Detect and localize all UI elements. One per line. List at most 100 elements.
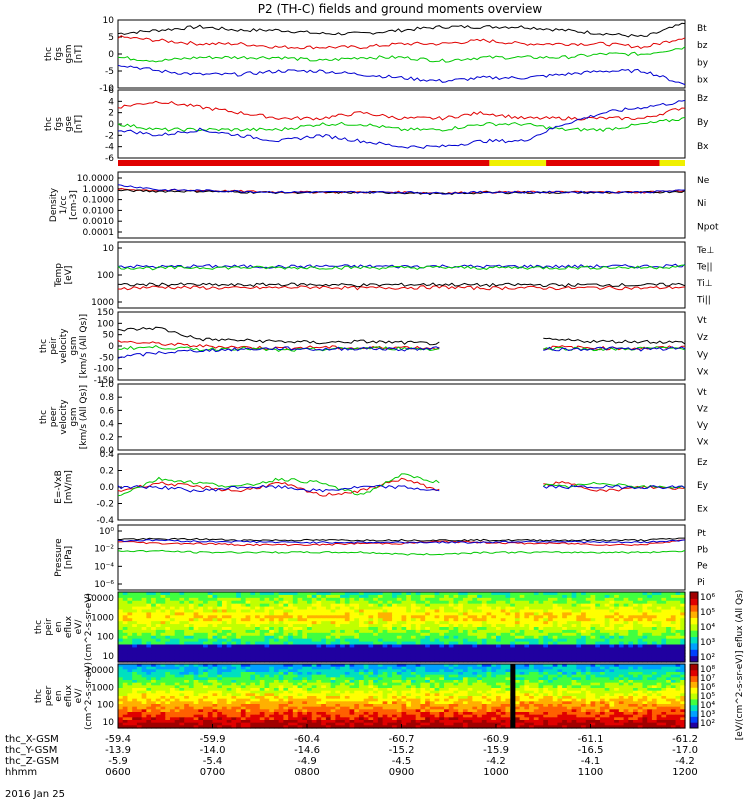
spectrogram-cell [425, 682, 431, 686]
spectrogram-cell [647, 592, 653, 596]
spectrogram-cell [680, 653, 686, 657]
spectrogram-cell [387, 688, 393, 692]
spectrogram-cell [557, 615, 563, 619]
spectrogram-cell [344, 632, 351, 637]
spectrogram-cell [533, 592, 540, 596]
spectrogram-cell [444, 690, 450, 694]
spectrogram-cell [302, 674, 308, 678]
spectrogram-cell [283, 659, 289, 663]
spectrogram-cell [231, 629, 237, 634]
spectrogram-cell [122, 638, 129, 643]
spectrogram-cell [477, 669, 483, 673]
spectrogram-cell [273, 680, 280, 684]
spectrogram-cell [169, 618, 176, 622]
spectrogram-cell [614, 627, 620, 631]
spectrogram-cell [406, 647, 412, 651]
spectrogram-cell [358, 685, 365, 689]
spectrogram-cell [543, 704, 549, 708]
spectrogram-cell [675, 666, 681, 670]
spectrogram-cell [250, 632, 256, 637]
spectrogram-cell [543, 696, 549, 700]
spectrogram-cell [255, 704, 261, 708]
spectrogram-cell [255, 627, 261, 631]
spectrogram-cell [198, 641, 204, 646]
spectrogram-cell [609, 632, 615, 637]
spectrogram-cell [344, 693, 351, 697]
spectrogram-cell [557, 629, 563, 634]
spectrogram-cell [505, 659, 511, 663]
spectrogram-cell [420, 685, 426, 689]
spectrogram-cell [491, 688, 497, 692]
spectrogram-cell [122, 701, 129, 705]
spectrogram-cell [226, 704, 232, 708]
spectrogram-cell [448, 609, 455, 614]
spectrogram-cell [127, 677, 133, 681]
spectrogram-cell [160, 669, 166, 673]
spectrogram-cell [184, 688, 190, 692]
spectrogram-cell [406, 612, 412, 616]
spectrogram-cell [169, 682, 176, 686]
spectrogram-cell [146, 672, 152, 676]
spectrogram-cell [538, 696, 544, 700]
spectrogram-cell [410, 629, 417, 634]
spectrogram-cell [647, 621, 653, 625]
spectrogram-cell [335, 680, 341, 684]
spectrogram-cell [146, 600, 152, 605]
spectrogram-cell [354, 609, 360, 614]
spectrogram-cell [273, 693, 280, 697]
spectrogram-cell [599, 690, 606, 694]
spectrogram-cell [410, 685, 417, 689]
spectrogram-cell [448, 644, 455, 649]
spectrogram-cell [292, 669, 299, 673]
spectrogram-cell [118, 624, 124, 628]
spectrogram-cell [496, 669, 502, 673]
spectrogram-cell [472, 656, 478, 660]
spectrogram-cell [273, 690, 280, 694]
spectrogram-cell [330, 672, 336, 676]
spectrogram-cell [203, 594, 209, 599]
spectrogram-cell [335, 641, 341, 646]
spectrogram-cell [198, 704, 204, 708]
y-axis-label: peir [44, 618, 54, 636]
spectrogram-cell [250, 592, 256, 596]
spectrogram-cell [212, 659, 218, 663]
spectrogram-cell [599, 635, 606, 640]
spectrogram-cell [226, 612, 232, 616]
spectrogram-cell [278, 669, 284, 673]
spectrogram-cell [614, 666, 620, 670]
spectrogram-cell [415, 704, 421, 708]
spectrogram-cell [458, 594, 464, 599]
spectrogram-cell [321, 606, 327, 611]
y-tick-label: 10000 [85, 666, 114, 676]
spectrogram-cell [623, 600, 629, 605]
y-tick-label: 0.1000 [83, 196, 115, 206]
spectrogram-cell [581, 606, 587, 611]
spectrogram-cell [377, 629, 384, 634]
spectrogram-cell [207, 621, 214, 625]
spectrogram-cell [269, 606, 275, 611]
spectrogram-cell [477, 627, 483, 631]
spectrogram-cell [595, 606, 601, 611]
spectrogram-cell [382, 615, 388, 619]
spectrogram-cell [595, 664, 601, 668]
spectrogram-cell [651, 635, 658, 640]
spectrogram-cell [547, 669, 554, 673]
panel-mode-bar [118, 160, 685, 166]
spectrogram-cell [231, 680, 237, 684]
spectrogram-cell [680, 641, 686, 646]
spectrogram-cell [401, 592, 407, 596]
spectrogram-cell [278, 615, 284, 619]
spectrogram-cell [618, 606, 625, 611]
y-tick-label: -0.2 [96, 500, 114, 510]
spectrogram-cell [226, 615, 232, 619]
spectrogram-cell [661, 629, 667, 634]
spectrogram-cell [155, 690, 162, 694]
spectrogram-cell [392, 629, 398, 634]
spectrogram-cell [255, 701, 261, 705]
spectrogram-cell [514, 627, 521, 631]
spectrogram-cell [618, 669, 625, 673]
spectrogram-cell [311, 632, 318, 637]
spectrogram-cell [382, 693, 388, 697]
spectrogram-cell [401, 664, 407, 668]
spectrogram-cell [590, 600, 596, 605]
